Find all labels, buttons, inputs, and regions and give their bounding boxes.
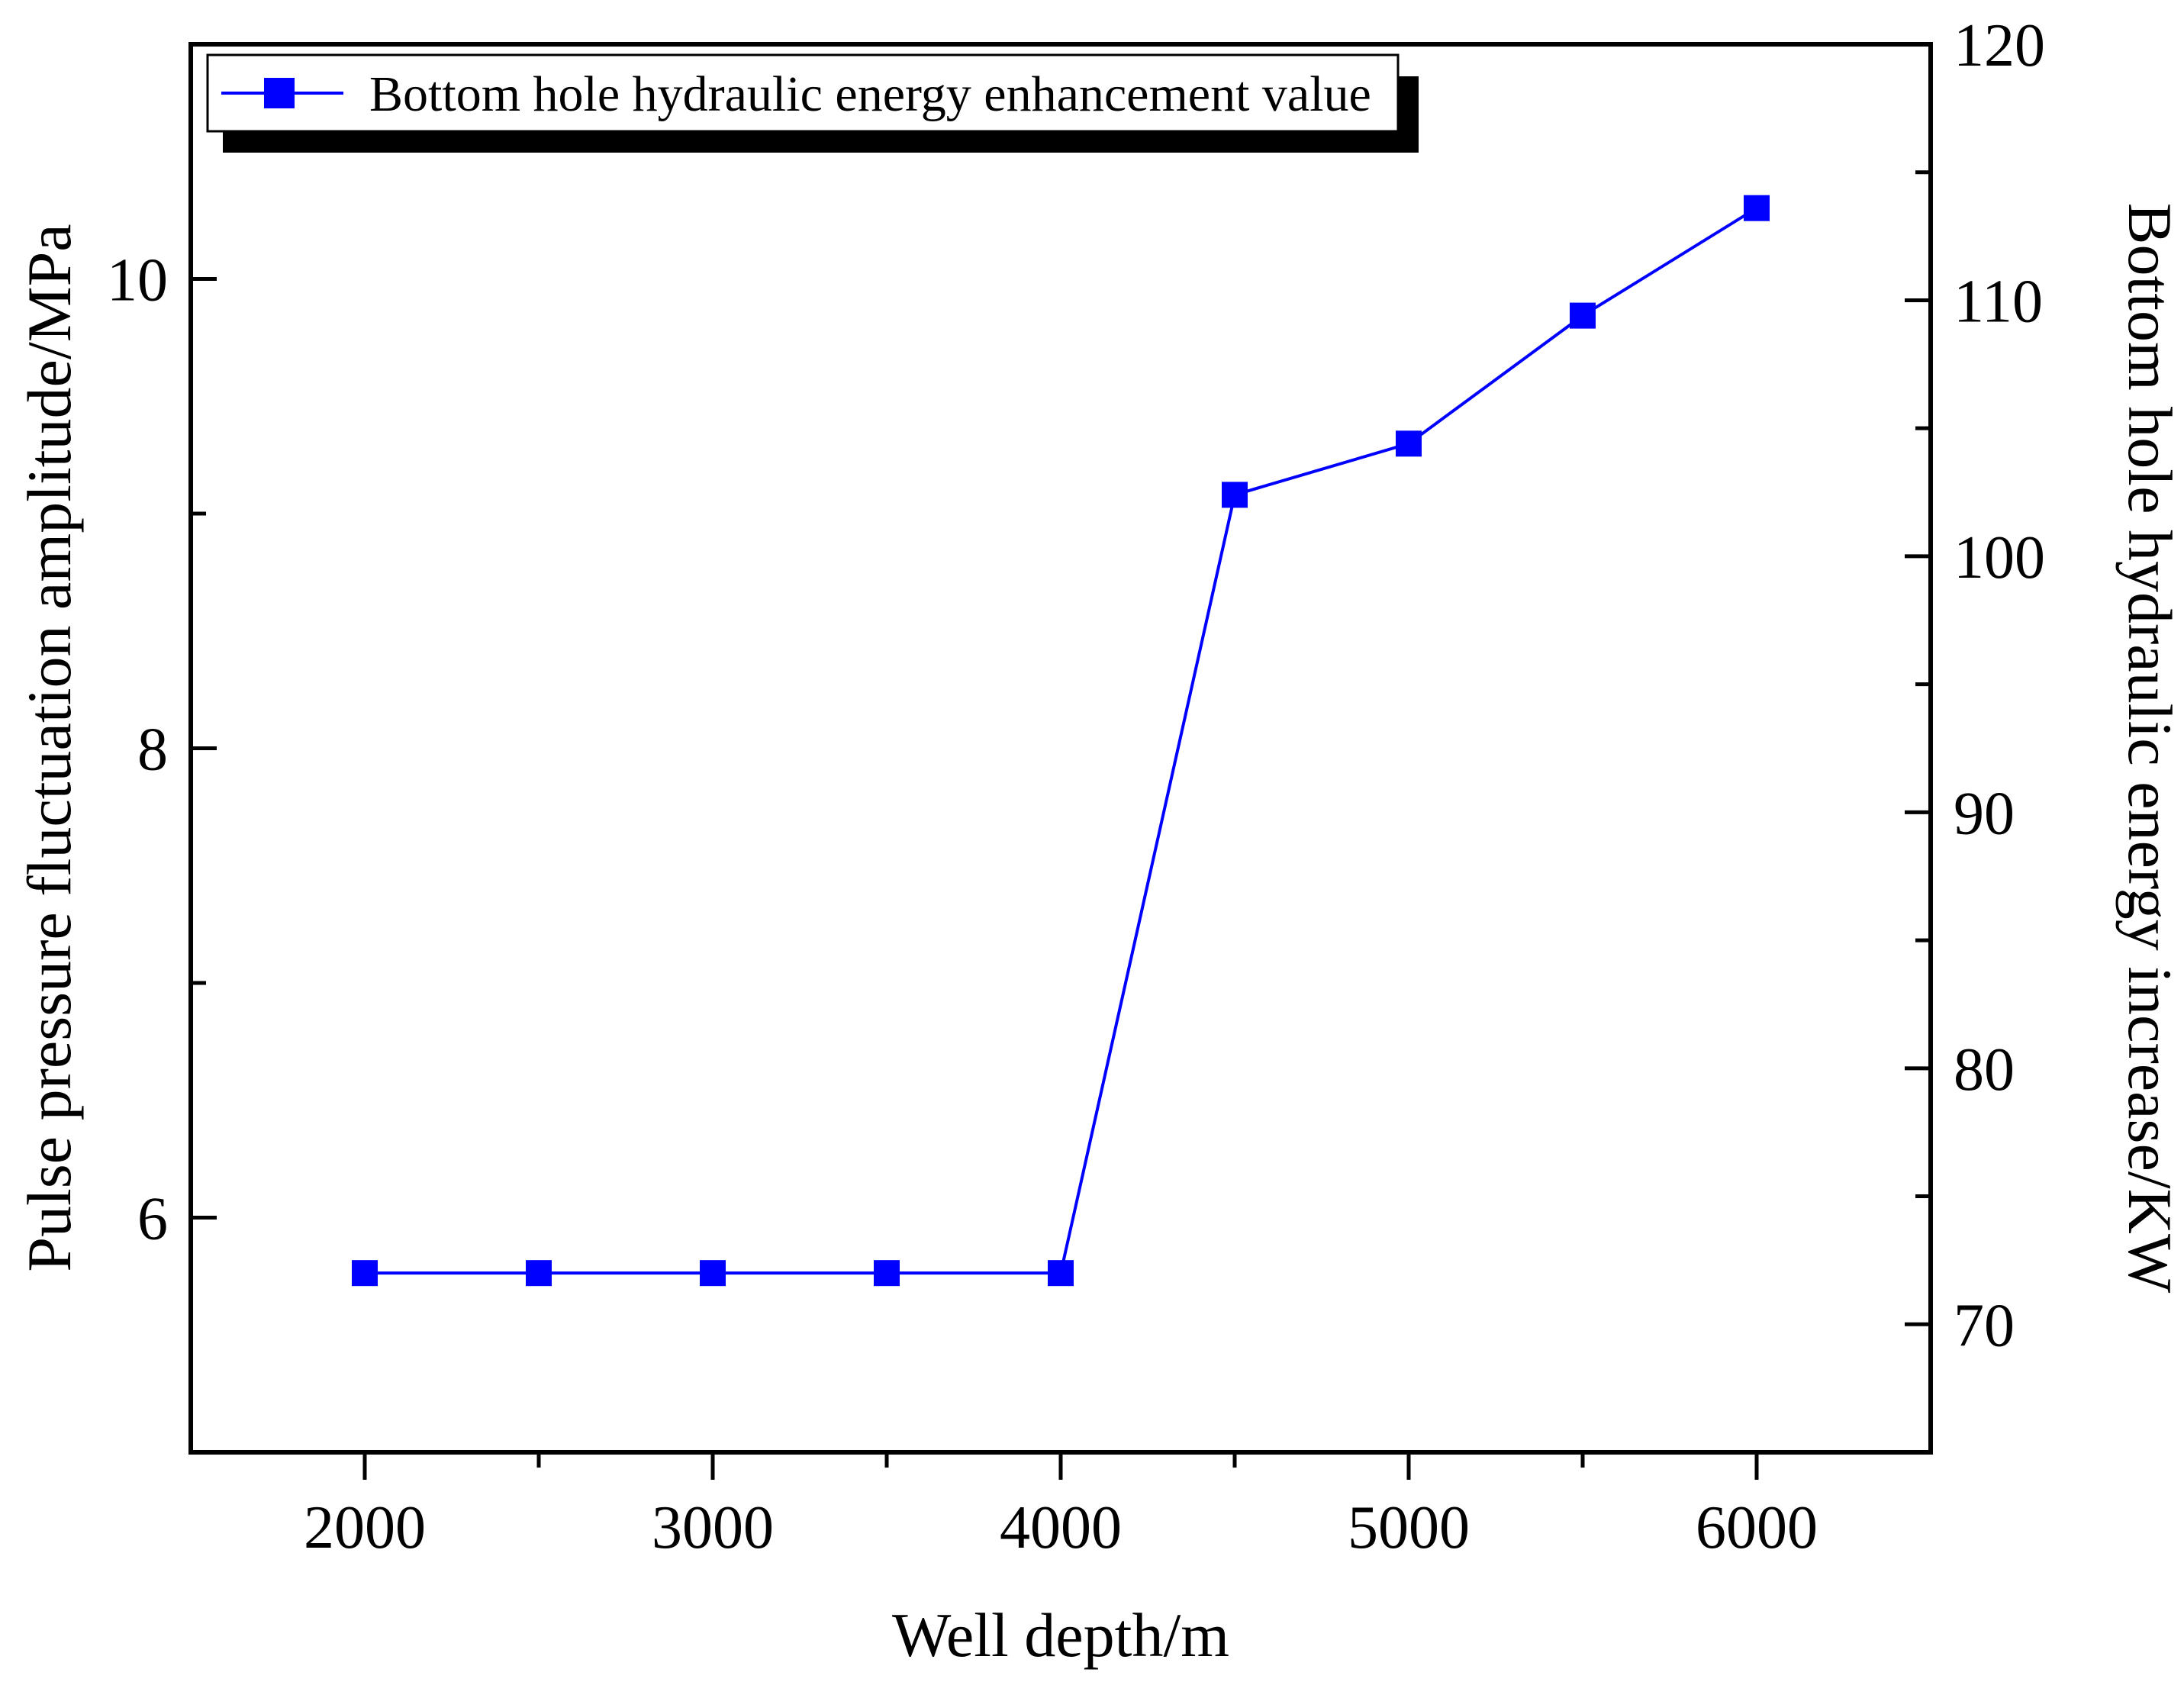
y-left-tick-label: 6 bbox=[137, 1186, 168, 1253]
data-point-marker bbox=[1744, 195, 1770, 221]
y-right-axis-title: Bottom hole hydraulic energy increase/KW bbox=[2115, 203, 2184, 1294]
y-right-tick-label: 100 bbox=[1954, 524, 2045, 591]
y-left-tick-label: 10 bbox=[107, 247, 168, 314]
x-tick-label: 2000 bbox=[304, 1494, 426, 1561]
series-layer bbox=[352, 195, 1770, 1287]
y-left-axis-ticks: 6 8 10 bbox=[107, 42, 217, 1455]
x-axis-title: Well depth/m bbox=[892, 1600, 1229, 1670]
legend-label: Bottom hole hydraulic energy enhancement… bbox=[369, 66, 1371, 122]
x-tick-label: 5000 bbox=[1348, 1494, 1470, 1561]
y-left-tick-label: 8 bbox=[137, 717, 168, 784]
plot-frame bbox=[188, 42, 1933, 1455]
y-left-axis-title: Pulse pressure fluctuation amplitude/MPa bbox=[14, 224, 84, 1271]
y-right-tick-label: 120 bbox=[1954, 12, 2045, 79]
x-tick-label: 4000 bbox=[1000, 1494, 1122, 1561]
data-point-marker bbox=[1570, 302, 1596, 329]
data-point-marker bbox=[526, 1260, 552, 1287]
legend-box bbox=[206, 53, 1400, 133]
data-point-marker bbox=[1396, 430, 1422, 457]
data-point-marker bbox=[1222, 482, 1248, 508]
x-tick-label: 3000 bbox=[652, 1494, 774, 1561]
y-right-axis-ticks: 70 80 90 100 110 120 bbox=[1905, 12, 2045, 1455]
y-right-tick-label: 70 bbox=[1954, 1292, 2015, 1359]
series-line bbox=[365, 206, 1758, 1275]
legend-marker bbox=[264, 78, 295, 108]
data-point-marker bbox=[874, 1260, 900, 1287]
data-point-marker bbox=[1048, 1260, 1074, 1287]
x-axis-ticks: 2000 3000 4000 5000 6000 bbox=[304, 1452, 1818, 1561]
data-point-marker bbox=[700, 1260, 726, 1287]
y-right-tick-label: 110 bbox=[1954, 268, 2043, 335]
x-tick-label: 6000 bbox=[1696, 1494, 1818, 1561]
data-point-marker bbox=[352, 1260, 378, 1287]
legend: Bottom hole hydraulic energy enhancement… bbox=[206, 53, 1419, 153]
y-right-tick-label: 80 bbox=[1954, 1036, 2015, 1104]
y-right-tick-label: 90 bbox=[1954, 780, 2015, 847]
